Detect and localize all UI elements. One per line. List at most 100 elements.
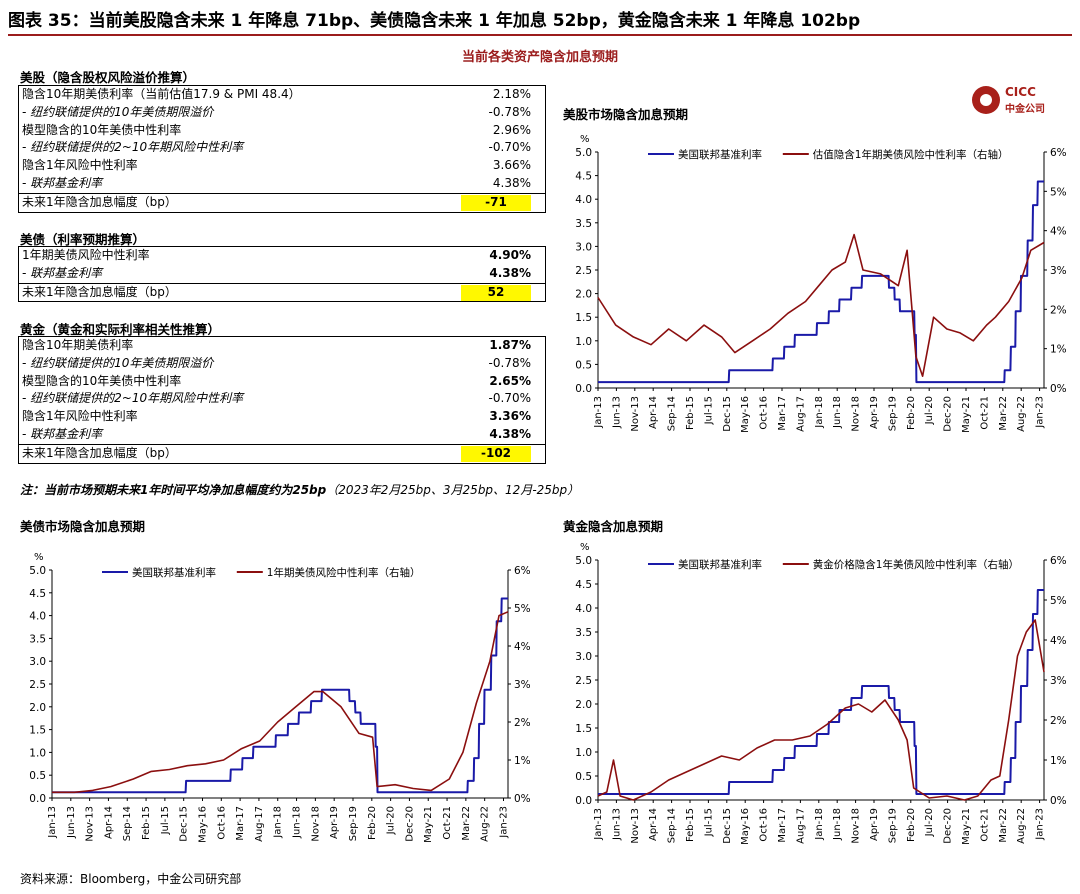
x-tick-label: Mar-17 [235, 806, 246, 841]
fed-rate-line [52, 597, 508, 794]
x-tick-label: Nov-18 [851, 396, 862, 432]
total-highlight [461, 194, 531, 211]
row-value: 4.38% [489, 426, 531, 441]
y2-tick-label: 6% [1050, 147, 1067, 159]
row-label: 模型隐含的10年美债中性利率 [22, 373, 182, 388]
row-label: - 联邦基金利率 [22, 265, 103, 280]
table-row: - 联邦基金利率 4.38% [19, 175, 545, 193]
x-tick-label: Nov-18 [851, 808, 862, 844]
implied-rate-line [52, 611, 509, 794]
table-heading-treasury: 美债（利率预期推算） [20, 232, 146, 247]
x-tick-label: May-16 [740, 396, 751, 433]
row-label: 1年期美债风险中性利率 [22, 248, 150, 262]
row-label: 模型隐含的10年美债中性利率 [22, 122, 182, 137]
y-tick-label: 4.0 [575, 194, 592, 206]
x-tick-label: Nov-13 [85, 806, 96, 842]
y-tick-label: 3.0 [29, 656, 46, 668]
x-tick-label: Feb-15 [685, 808, 696, 842]
y-tick-label: 1.0 [575, 747, 592, 759]
x-tick-label: Sep-14 [667, 396, 678, 431]
x-tick-label: Jan-23 [498, 806, 509, 839]
x-tick-label: Feb-15 [141, 806, 152, 840]
x-tick-label: Jan-18 [814, 808, 825, 841]
y-tick-label: 0.5 [29, 770, 46, 782]
x-tick-label: Nov-13 [630, 808, 641, 844]
y2-tick-label: 0% [514, 793, 531, 805]
legend-implied-label: 1年期美债风险中性利率（右轴） [267, 566, 421, 579]
left-unit-label: % [580, 542, 590, 553]
x-tick-label: Apr-14 [648, 808, 659, 841]
y-tick-label: 4.0 [29, 611, 46, 623]
table-equity: 隐含10年期美债利率（当前估值17.9 & PMI 48.4） 2.18% - 纽… [18, 85, 546, 213]
x-tick-label: Mar-17 [777, 396, 788, 431]
total-highlight [461, 445, 531, 462]
y-tick-label: 4.5 [575, 579, 592, 591]
row-label: 隐含10年期美债利率 [22, 338, 134, 352]
fed-rate-line [598, 589, 1044, 795]
x-tick-label: Jun-13 [611, 808, 622, 841]
y2-tick-label: 5% [1050, 595, 1067, 607]
x-tick-label: Jul-15 [160, 806, 171, 835]
x-tick-label: Jan-23 [1035, 808, 1046, 841]
y-tick-label: 2.0 [575, 699, 592, 711]
x-tick-label: Jul-20 [924, 396, 935, 425]
y2-tick-label: 3% [1050, 675, 1067, 687]
y-tick-label: 1.0 [29, 747, 46, 759]
x-tick-label: Apr-19 [869, 396, 880, 429]
footnote: 注：当前市场预期未来1年时间平均净加息幅度约为25bp（2023年2月25bp、… [20, 481, 579, 498]
x-tick-label: Feb-20 [906, 808, 917, 842]
table-heading-equity: 美股（隐含股权风险溢价推算） [20, 70, 196, 85]
x-tick-label: Nov-13 [630, 396, 641, 432]
y-tick-label: 1.5 [575, 723, 592, 735]
x-tick-label: Dec-20 [943, 396, 954, 432]
chart-title-treasury: 美债市场隐含加息预期 [20, 519, 146, 534]
row-value: 3.36% [489, 409, 531, 424]
chart-title-gold: 黄金隐含加息预期 [563, 519, 664, 534]
x-tick-label: Oct-21 [442, 806, 453, 840]
y-tick-label: 2.5 [29, 679, 46, 691]
y-tick-label: 1.5 [575, 312, 592, 324]
x-tick-label: Mar-17 [777, 808, 788, 843]
row-value: 1.87% [489, 338, 531, 352]
total-label: 未来1年隐含加息幅度（bp） [22, 284, 177, 299]
y2-tick-label: 4% [514, 641, 531, 653]
y-tick-label: 4.0 [575, 603, 592, 615]
y2-tick-label: 2% [514, 717, 531, 729]
y-tick-label: 2.0 [575, 289, 592, 301]
table-total-row: 未来1年隐含加息幅度（bp） -102 [19, 443, 545, 463]
chart-title-equity: 美股市场隐含加息预期 [563, 107, 689, 122]
x-tick-label: Aug-22 [1016, 808, 1027, 844]
table-row: - 纽约联储提供的2~10年期风险中性利率 -0.70% [19, 390, 545, 408]
x-tick-label: Oct-21 [979, 808, 990, 842]
y2-tick-label: 0% [1050, 383, 1067, 395]
x-tick-label: Aug-22 [480, 806, 491, 842]
x-tick-label: Apr-19 [869, 808, 880, 841]
banner-title: 当前各类资产隐含加息预期 [461, 50, 618, 65]
table-heading-gold: 黄金（黄金和实际利率相关性推算） [20, 322, 221, 337]
row-label: - 联邦基金利率 [22, 426, 103, 441]
x-tick-label: Jul-15 [703, 396, 714, 425]
y2-tick-label: 2% [1050, 715, 1067, 727]
x-tick-label: May-16 [740, 808, 751, 845]
x-tick-label: Jun-13 [66, 806, 77, 839]
row-label: - 纽约联储提供的10年美债期限溢价 [22, 355, 214, 370]
x-tick-label: Jan-18 [273, 806, 284, 839]
implied-rate-line [597, 233, 1045, 377]
title-rule [8, 34, 1072, 36]
y2-tick-label: 0% [1050, 795, 1067, 807]
x-tick-label: May-16 [197, 806, 208, 843]
y-tick-label: 4.5 [575, 171, 592, 183]
x-tick-label: Aug-22 [1016, 396, 1027, 432]
x-tick-label: Feb-20 [367, 806, 378, 840]
row-label: - 联邦基金利率 [22, 175, 103, 190]
row-value: 4.90% [489, 248, 531, 262]
x-tick-label: Jun-18 [292, 806, 303, 839]
x-tick-label: Jan-18 [814, 396, 825, 429]
x-tick-label: Feb-15 [685, 396, 696, 430]
cicc-logo: CICC 中金公司 [972, 84, 1072, 116]
legend-implied-label: 黄金价格隐含1年美债风险中性利率（右轴） [813, 558, 1019, 571]
x-tick-label: Aug-17 [254, 806, 265, 842]
y2-tick-label: 6% [1050, 555, 1067, 567]
y2-tick-label: 5% [1050, 186, 1067, 198]
chart-gold: % 0.0 0.5 1.0 1.5 2.0 2.5 3.0 3.5 4.0 4.5 5.0 0% 1% 2%… [575, 542, 1067, 845]
